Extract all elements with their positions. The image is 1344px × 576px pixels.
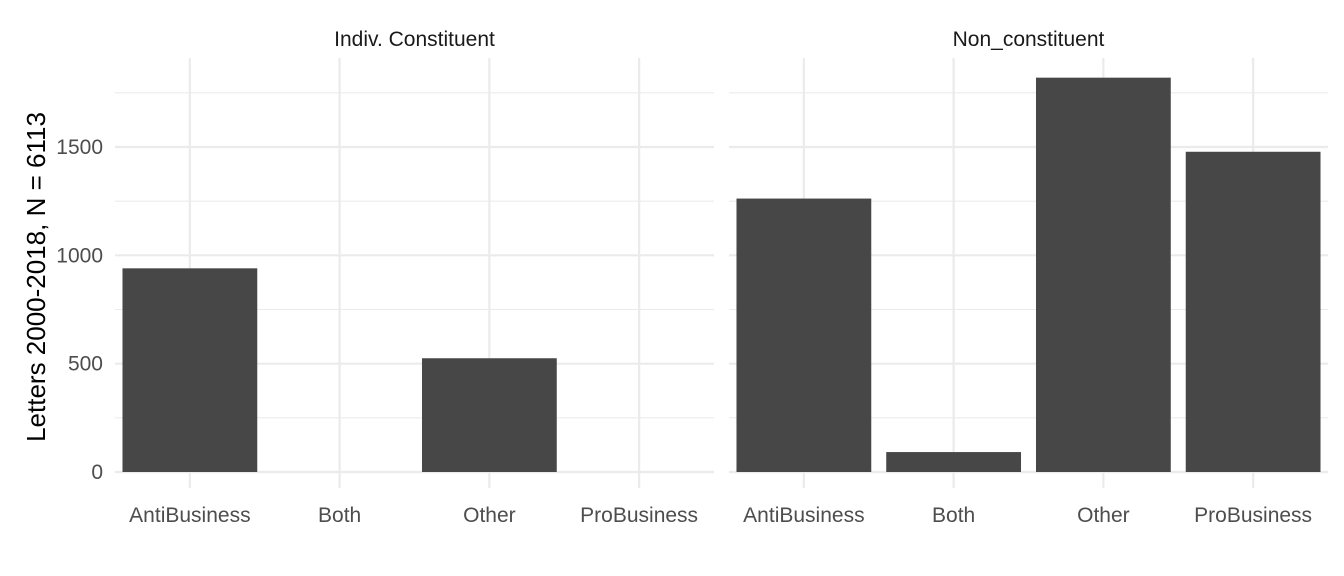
y-tick-label: 500: [68, 353, 103, 376]
x-tick-label: Both: [318, 504, 361, 527]
y-axis-title: Letters 2000-2018, N = 6113: [21, 112, 51, 442]
x-tick-label: Other: [1077, 504, 1130, 527]
facet-title: Non_constituent: [953, 28, 1105, 51]
bar: [122, 268, 258, 472]
x-tick-label: Both: [932, 504, 975, 527]
bar: [736, 198, 872, 473]
bar: [421, 358, 557, 472]
x-tick-label: ProBusiness: [580, 504, 698, 527]
y-tick-label: 0: [91, 461, 103, 484]
facet-title: Indiv. Constituent: [334, 28, 495, 51]
facet-panel: AntiBusiness Both Other ProBusiness Indiv. C…: [115, 28, 714, 527]
bar: [1185, 151, 1321, 472]
y-axis-ticks: 0 500 1000 1500: [56, 136, 103, 484]
y-tick-label: 1000: [56, 244, 103, 267]
facet-panels: AntiBusiness Both Other ProBusiness Indiv. C…: [115, 28, 1328, 527]
x-tick-label: AntiBusiness: [743, 504, 864, 527]
x-tick-label: ProBusiness: [1194, 504, 1312, 527]
bar: [886, 452, 1022, 472]
y-tick-label: 1500: [56, 136, 103, 159]
x-tick-label: AntiBusiness: [129, 504, 250, 527]
facet-panel: AntiBusiness Both Other ProBusiness Non_cons…: [729, 28, 1328, 527]
x-tick-label: Other: [463, 504, 516, 527]
bar: [1035, 77, 1171, 473]
